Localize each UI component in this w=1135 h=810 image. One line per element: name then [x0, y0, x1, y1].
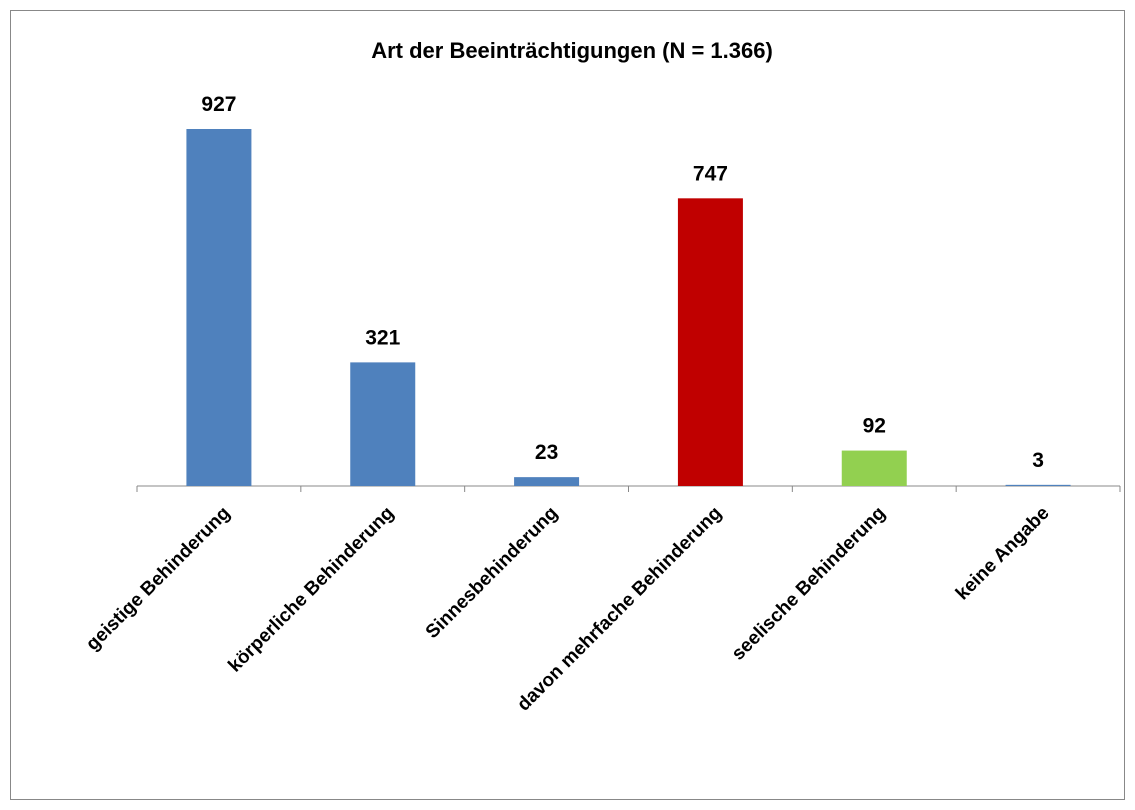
value-label: 321 [365, 326, 400, 349]
value-label: 92 [863, 415, 886, 438]
chart-border [10, 10, 1125, 800]
bar [514, 477, 580, 486]
bar [677, 198, 743, 487]
bar [350, 362, 416, 486]
bar [186, 129, 252, 486]
value-label: 747 [693, 162, 728, 185]
value-label: 23 [535, 441, 558, 464]
value-label: 3 [1032, 449, 1044, 472]
chart-title: Art der Beeinträchtigungen (N = 1.366) [371, 38, 773, 63]
bar [1005, 484, 1071, 486]
bar [841, 450, 907, 486]
value-label: 927 [201, 93, 236, 116]
